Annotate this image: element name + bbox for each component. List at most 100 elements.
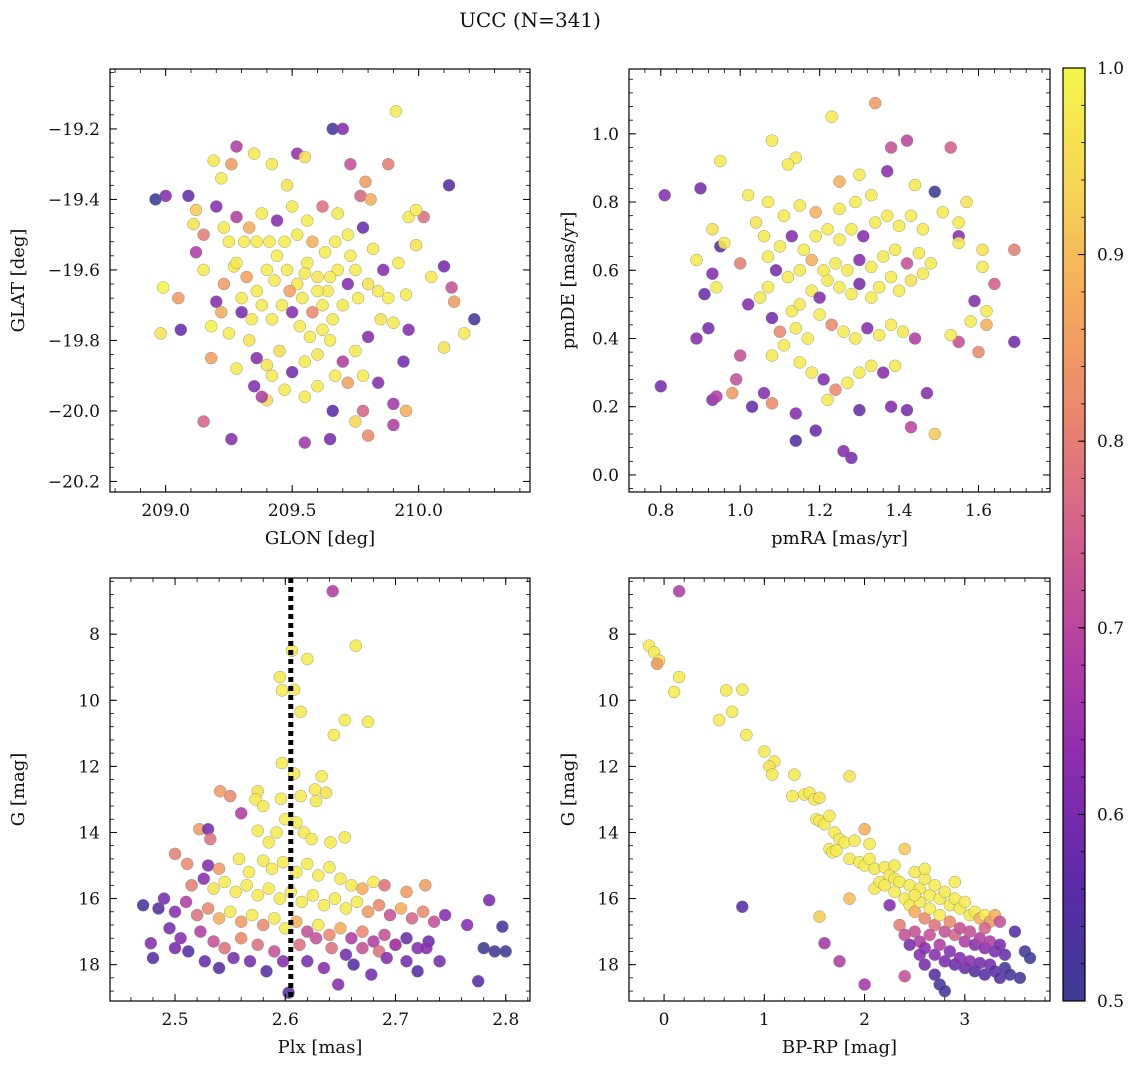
scatter-point	[382, 291, 395, 305]
axes-frame	[109, 68, 531, 493]
scatter-point	[312, 918, 325, 932]
scatter-point	[268, 912, 281, 925]
scatter-point	[270, 826, 283, 839]
scatter-point	[928, 918, 941, 932]
scatter-point	[204, 832, 217, 846]
scatter-point	[749, 216, 763, 229]
scatter-point	[157, 892, 171, 905]
axes-frame	[628, 577, 1051, 1002]
scatter-point	[1013, 971, 1027, 985]
scatter-point	[427, 915, 441, 928]
scatter-point	[156, 281, 170, 294]
scatter-point	[830, 844, 843, 857]
scatter-point	[306, 235, 319, 248]
scatter-point	[918, 958, 931, 971]
scatter-point	[339, 948, 353, 961]
scatter-point	[876, 250, 890, 263]
scatter-point	[944, 141, 957, 154]
scatter-point	[234, 931, 248, 945]
scatter-point	[1008, 243, 1021, 257]
scatter-points	[136, 584, 512, 999]
y-tick-label: −20.2	[48, 472, 100, 492]
scatter-point	[298, 150, 312, 164]
x-tick-label: 2.5	[162, 1010, 189, 1030]
scatter-point	[227, 951, 240, 965]
scatter-point	[865, 188, 878, 202]
x-axis-label: GLON [deg]	[265, 528, 375, 549]
scatter-point	[853, 253, 866, 267]
scatter-point	[274, 792, 288, 806]
y-tick-label: 18	[597, 956, 619, 976]
scatter-point	[948, 875, 962, 889]
scatter-point	[968, 294, 981, 308]
scatter-point	[298, 355, 312, 368]
scatter-point	[868, 216, 882, 229]
scatter-point	[356, 941, 369, 955]
scatter-point	[419, 879, 432, 892]
scatter-point	[323, 270, 337, 284]
scatter-point	[813, 910, 826, 923]
scatter-point	[250, 351, 263, 365]
scatter-point	[387, 316, 400, 330]
figure-title: UCC (N=341)	[459, 8, 601, 32]
scatter-point	[993, 915, 1007, 928]
scatter-point	[212, 961, 226, 975]
scatter-point	[405, 912, 419, 925]
scatter-point	[356, 925, 369, 938]
scatter-point	[857, 229, 870, 243]
scatter-point	[338, 713, 352, 727]
y-tick-label: 16	[597, 890, 619, 910]
scatter-point	[843, 770, 856, 783]
scatter-point	[853, 168, 866, 182]
scatter-point	[411, 965, 424, 978]
scatter-point	[924, 257, 938, 270]
scatter-point	[933, 908, 946, 922]
scatter-point	[858, 822, 871, 836]
scatter-point	[904, 274, 918, 287]
scatter-point	[833, 955, 846, 968]
scatter-point	[305, 832, 318, 846]
scatter-point	[285, 365, 299, 379]
scatter-point	[190, 908, 204, 922]
scatter-point	[394, 902, 408, 915]
scatter-point	[324, 836, 337, 849]
scatter-point	[865, 359, 878, 373]
scatter-point	[318, 246, 332, 259]
scatter-point	[265, 862, 279, 876]
scatter-point	[861, 322, 874, 335]
scatter-point	[825, 110, 838, 124]
scatter-point	[319, 786, 333, 800]
scatter-point	[477, 941, 490, 955]
y-tick-label: 8	[89, 625, 100, 645]
scatter-point	[207, 882, 220, 895]
scatter-point	[399, 288, 413, 301]
scatter-point	[442, 179, 456, 192]
scatter-point	[952, 236, 965, 250]
scatter-point	[963, 925, 977, 938]
scatter-point	[207, 154, 220, 167]
scatter-point	[301, 857, 314, 871]
scatter-point	[361, 330, 375, 344]
scatter-point	[212, 912, 226, 925]
scatter-point	[290, 228, 304, 241]
scatter-point	[185, 879, 198, 892]
scatter-point	[263, 235, 276, 248]
scatter-point	[349, 639, 363, 652]
scatter-point	[958, 895, 972, 909]
scatter-point	[837, 444, 850, 458]
scatter-point	[943, 915, 957, 928]
scatter-point	[311, 270, 324, 284]
scatter-point	[212, 862, 226, 876]
scatter-point	[345, 879, 358, 892]
scatter-point	[374, 313, 387, 326]
scatter-point	[849, 332, 862, 345]
scatter-point	[301, 256, 314, 270]
scatter-point	[993, 938, 1007, 952]
scatter-point	[268, 274, 281, 287]
scatter-point	[980, 304, 993, 318]
scatter-point	[315, 770, 328, 783]
scatter-point	[741, 188, 755, 202]
x-tick-label: 1.6	[965, 501, 992, 521]
colorbar-gradient	[1063, 68, 1085, 1001]
scatter-point	[765, 349, 779, 362]
